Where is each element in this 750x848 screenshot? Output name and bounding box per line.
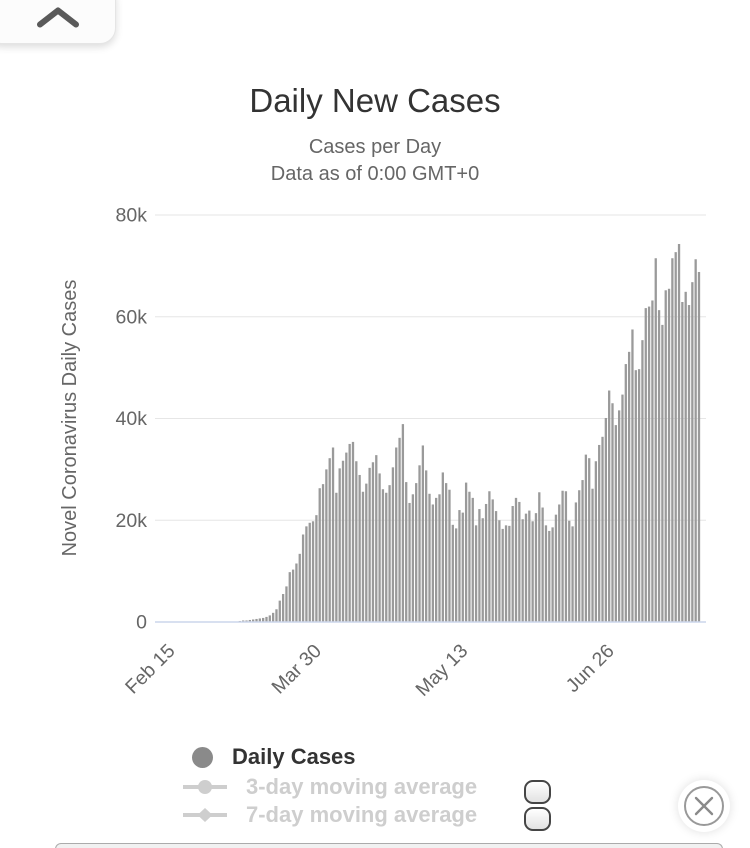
legend-item-daily-cases[interactable]: Daily Cases xyxy=(183,744,356,770)
svg-text:Mar 30: Mar 30 xyxy=(267,640,326,699)
y-axis-title: Novel Coronavirus Daily Cases xyxy=(59,280,81,557)
legend-item-3day-average[interactable]: 3-day moving average xyxy=(183,774,477,800)
page-title: Daily New Cases xyxy=(249,82,501,119)
collapse-panel-button[interactable] xyxy=(0,0,116,44)
x-axis-labels: Feb 15 Mar 30 May 13 Jun 26 xyxy=(121,640,619,701)
svg-text:40k: 40k xyxy=(116,408,148,430)
daily-new-cases-chart: 0 20k 40k 60k 80k Feb 15 Mar 30 May 13 Jun 26 Nov… xyxy=(59,205,706,701)
svg-text:80k: 80k xyxy=(116,205,148,227)
legend-item-7day-average[interactable]: 7-day moving average xyxy=(183,802,477,828)
close-button[interactable] xyxy=(678,780,730,832)
chevron-up-icon xyxy=(37,7,79,28)
legend-label: Daily Cases xyxy=(232,744,356,769)
chart-subtitle-line2: Data as of 0:00 GMT+0 xyxy=(270,163,480,185)
bottom-panel-edge[interactable] xyxy=(55,843,723,848)
circle-marker-icon xyxy=(192,746,213,768)
chart-subtitle-line1: Cases per Day xyxy=(308,136,442,158)
svg-text:20k: 20k xyxy=(116,510,148,532)
chart-option-toggle-1[interactable] xyxy=(524,780,551,804)
close-icon xyxy=(684,786,724,826)
svg-text:0: 0 xyxy=(136,612,147,634)
svg-text:60k: 60k xyxy=(116,306,148,328)
line-diamond-marker-icon xyxy=(183,808,227,822)
svg-text:Jun 26: Jun 26 xyxy=(562,640,619,697)
legend-label: 3-day moving average xyxy=(246,774,478,799)
chart-subtitle: Cases per Day Data as of 0:00 GMT+0 xyxy=(0,134,750,188)
daily-cases-bars[interactable] xyxy=(168,244,701,623)
svg-text:Feb 15: Feb 15 xyxy=(121,640,180,699)
y-axis-labels: 0 20k 40k 60k 80k xyxy=(116,205,148,634)
legend-label: 7-day moving average xyxy=(246,802,478,827)
line-circle-marker-icon xyxy=(183,780,227,794)
gridlines xyxy=(155,214,706,521)
chart-option-toggle-2[interactable] xyxy=(524,807,551,831)
svg-text:May 13: May 13 xyxy=(412,640,473,701)
